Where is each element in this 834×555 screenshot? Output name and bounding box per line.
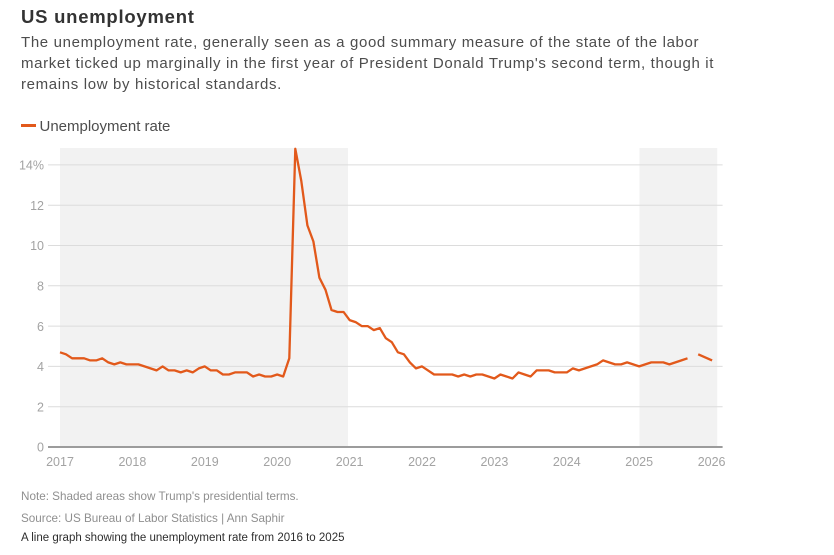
svg-text:2017: 2017 <box>46 455 74 469</box>
svg-text:2023: 2023 <box>480 455 508 469</box>
svg-text:4: 4 <box>37 360 44 374</box>
svg-text:8: 8 <box>37 280 44 294</box>
svg-text:2024: 2024 <box>553 455 581 469</box>
svg-text:2019: 2019 <box>191 455 219 469</box>
svg-text:2022: 2022 <box>408 455 436 469</box>
svg-text:2: 2 <box>37 400 44 414</box>
svg-text:2026: 2026 <box>698 455 726 469</box>
svg-text:2020: 2020 <box>263 455 291 469</box>
svg-text:12: 12 <box>30 199 44 213</box>
svg-text:2025: 2025 <box>625 455 653 469</box>
svg-text:6: 6 <box>37 320 44 334</box>
svg-text:2018: 2018 <box>118 455 146 469</box>
svg-text:14%: 14% <box>19 159 44 173</box>
svg-text:10: 10 <box>30 239 44 253</box>
svg-text:0: 0 <box>37 441 44 455</box>
svg-text:2021: 2021 <box>336 455 364 469</box>
